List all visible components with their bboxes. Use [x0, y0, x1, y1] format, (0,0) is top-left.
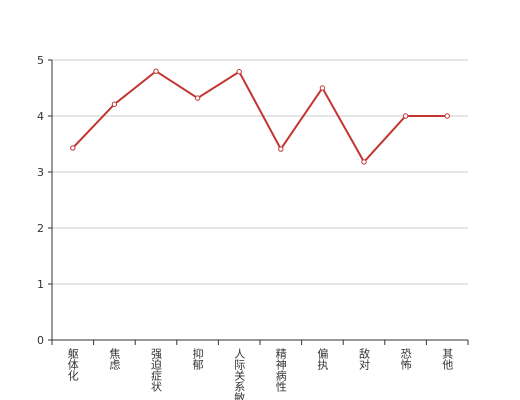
x-tick-label: 恐怖	[399, 348, 412, 370]
line	[72, 69, 448, 164]
y-tick-label: 2	[37, 222, 44, 235]
point	[361, 159, 367, 165]
point	[153, 68, 159, 74]
x-tick-label: 焦虑	[108, 348, 121, 370]
y-tick-label: 4	[37, 110, 44, 123]
point	[444, 113, 450, 119]
x-tick-label: 躯体化	[66, 348, 79, 382]
x-tick-label: 抑郁	[191, 347, 204, 370]
point	[236, 69, 242, 75]
point	[319, 85, 326, 91]
y-tick-label: 5	[37, 54, 44, 67]
x-tick-label: 精神病性	[274, 348, 287, 393]
x-tick-label: 偏执	[316, 347, 329, 371]
y-tick-label: 1	[37, 278, 44, 291]
x-tick-label: 其他	[441, 348, 454, 370]
x-tick-label: 人际关系敏感	[233, 348, 246, 400]
y-tick-label: 3	[37, 166, 44, 179]
point	[194, 95, 201, 101]
y-tick-label: 0	[37, 334, 44, 347]
point	[278, 146, 284, 152]
x-tick-label: 强迫症状	[150, 348, 163, 392]
point	[70, 145, 76, 151]
point	[402, 113, 409, 119]
x-tick-label: 敌对	[358, 347, 371, 370]
point	[111, 101, 118, 107]
